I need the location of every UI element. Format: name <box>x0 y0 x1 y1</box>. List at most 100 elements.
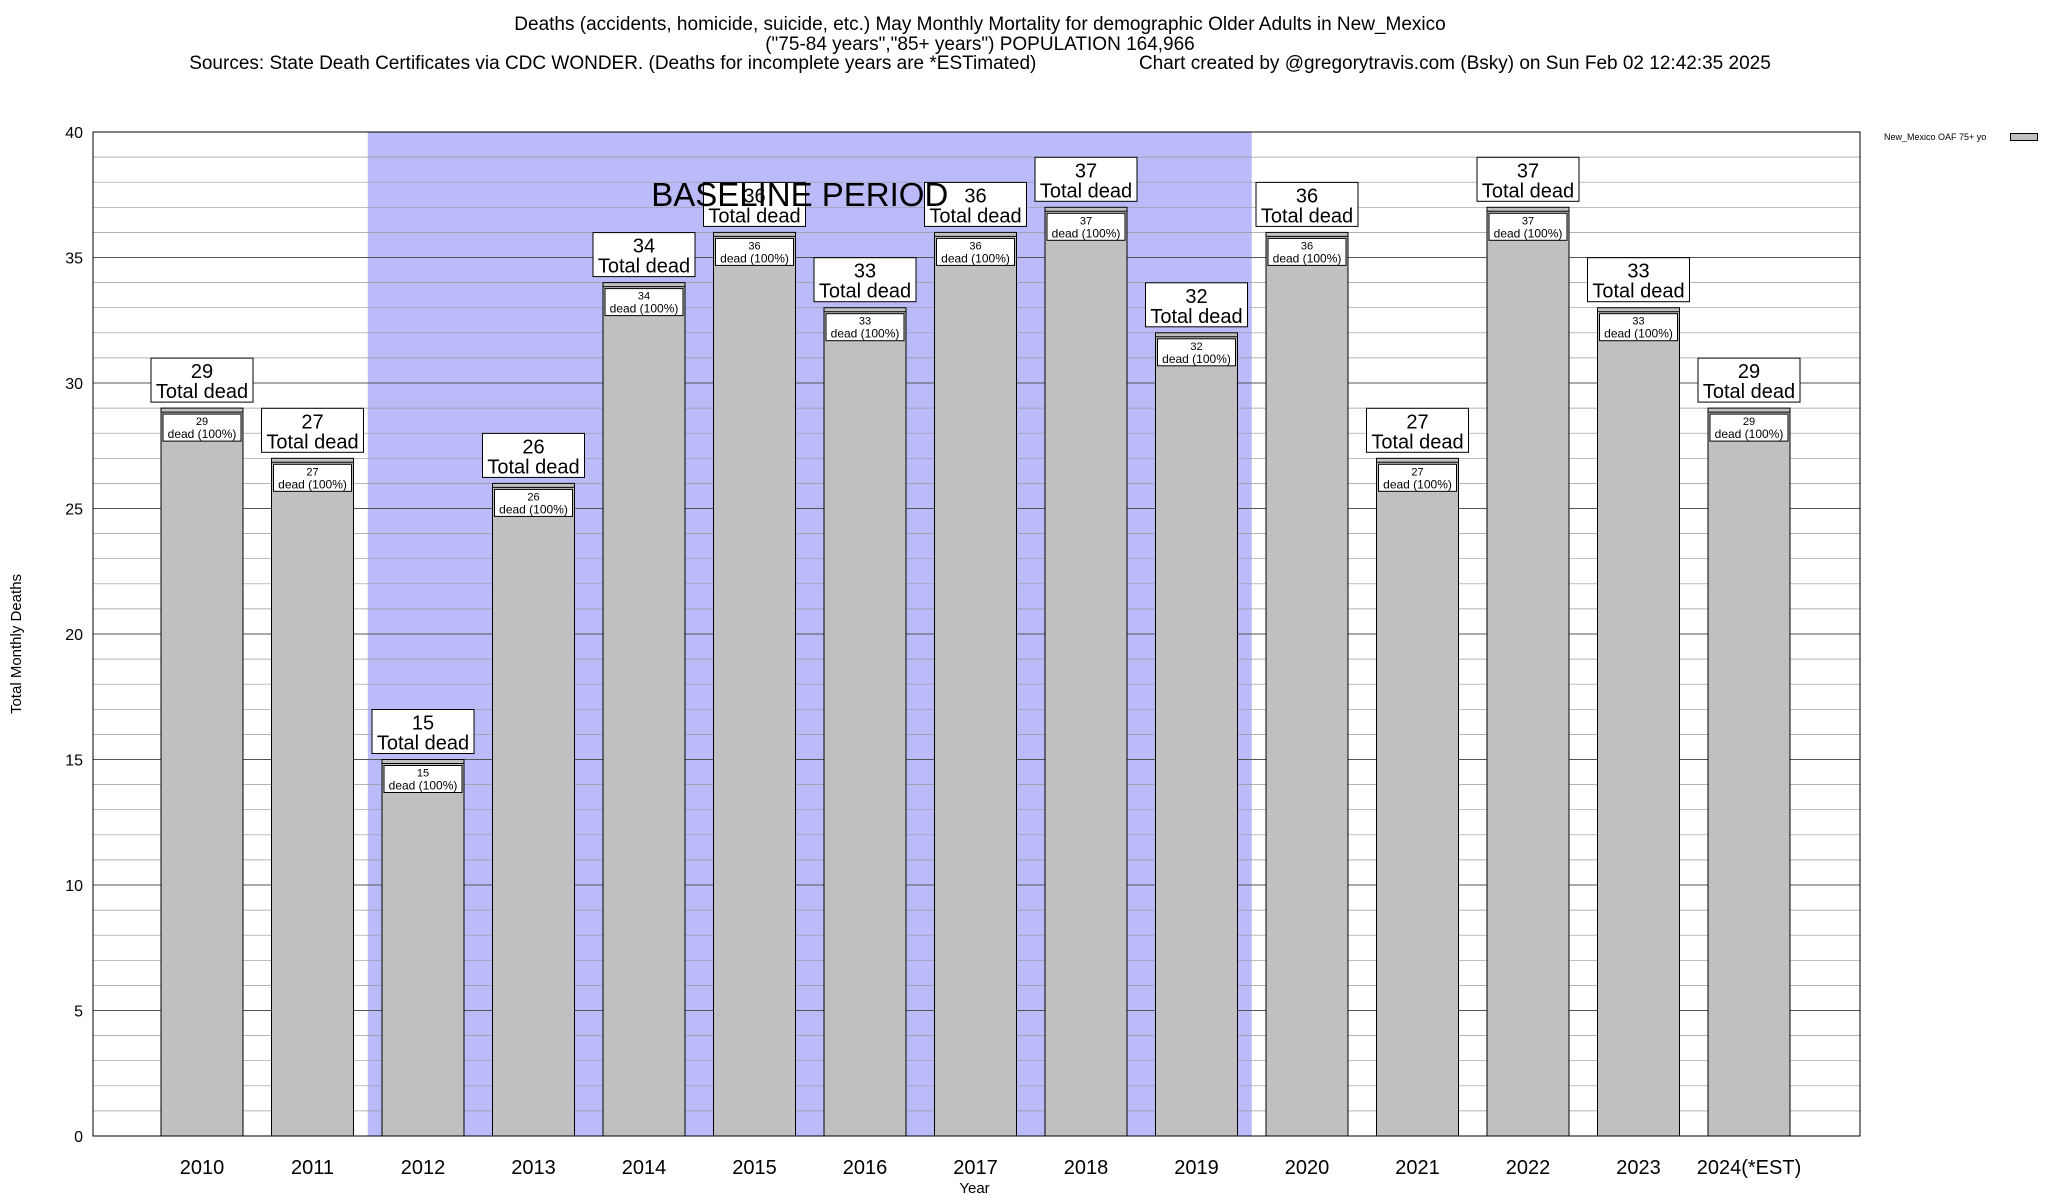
inner-label-box <box>1709 413 1789 442</box>
inner-label-box <box>1046 212 1126 241</box>
top-value-label: 36 <box>1296 185 1318 207</box>
top-value-label: 32 <box>1185 286 1207 308</box>
top-value-label: 36 <box>743 185 765 207</box>
x-tick-label: 2012 <box>401 1157 446 1179</box>
top-total-label: Total dead <box>819 281 911 303</box>
inner-percent-label: dead (100%) <box>941 251 1010 265</box>
inner-percent-label: dead (100%) <box>610 302 679 316</box>
x-tick-label: 2023 <box>1616 1157 1661 1179</box>
y-tick-label: 0 <box>74 1129 83 1146</box>
inner-value-label: 15 <box>417 768 429 780</box>
top-label-box <box>482 432 585 478</box>
inner-percent-label: dead (100%) <box>1494 226 1563 240</box>
inner-label-box <box>936 237 1015 266</box>
top-value-label: 33 <box>854 261 876 283</box>
top-total-label: Total dead <box>929 205 1021 227</box>
bar <box>1597 307 1680 1137</box>
inner-label-box <box>494 488 573 517</box>
inner-percent-label: dead (100%) <box>1052 226 1121 240</box>
x-tick-label: 2016 <box>843 1157 888 1179</box>
x-tick-label: 2021 <box>1395 1157 1440 1179</box>
top-value-label: 37 <box>1075 160 1097 182</box>
top-label-box <box>813 257 917 303</box>
inner-percent-label: dead (100%) <box>1383 477 1452 491</box>
bar <box>934 231 1017 1137</box>
bar <box>1044 206 1128 1137</box>
legend-label: New_Mexico OAF 75+ yo <box>1884 132 1987 142</box>
bar <box>271 457 354 1137</box>
top-label-box <box>1255 181 1359 227</box>
inner-label-box <box>383 765 463 793</box>
inner-label-box <box>1157 338 1236 367</box>
x-tick-label: 2018 <box>1064 1157 1109 1179</box>
top-total-label: Total dead <box>377 733 469 755</box>
bar <box>492 482 575 1137</box>
x-tick-label: 2024(*EST) <box>1697 1157 1802 1179</box>
y-tick-label: 40 <box>65 125 83 142</box>
inner-value-label: 27 <box>306 466 318 478</box>
inner-label-box <box>273 463 352 492</box>
top-value-label: 29 <box>191 361 213 383</box>
y-tick-label: 20 <box>65 627 83 644</box>
bar <box>713 231 796 1137</box>
x-tick-label: 2015 <box>732 1157 777 1179</box>
top-total-label: Total dead <box>1592 281 1684 303</box>
inner-percent-label: dead (100%) <box>1715 427 1784 441</box>
inner-value-label: 34 <box>638 291 650 303</box>
bar <box>602 282 686 1137</box>
top-label-box <box>1034 156 1138 202</box>
top-value-label: 34 <box>633 236 655 258</box>
inner-value-label: 36 <box>748 240 760 252</box>
top-label-box <box>1476 156 1580 202</box>
top-label-box <box>1145 282 1248 328</box>
bar <box>1265 231 1349 1137</box>
top-total-label: Total dead <box>266 431 358 453</box>
inner-value-label: 33 <box>859 316 871 328</box>
top-value-label: 26 <box>522 436 544 458</box>
y-axis-label: Total Monthly Deaths <box>8 574 25 714</box>
inner-percent-label: dead (100%) <box>1604 327 1673 341</box>
chart-title: Deaths (accidents, homicide, suicide, et… <box>514 14 1446 35</box>
legend: New_Mexico OAF 75+ yo <box>1884 132 2038 142</box>
top-value-label: 27 <box>301 411 323 433</box>
top-value-label: 36 <box>964 185 986 207</box>
inner-label-box <box>1488 212 1568 241</box>
x-tick-label: 2011 <box>291 1157 334 1179</box>
baseline-label: BASELINE PERIOD <box>651 176 948 213</box>
inner-label-box <box>162 413 242 442</box>
inner-value-label: 32 <box>1190 341 1202 353</box>
top-label-box <box>703 181 806 227</box>
inner-value-label: 36 <box>1301 240 1313 252</box>
sources-text: Sources: State Death Certificates via CD… <box>189 53 1037 74</box>
top-label-box <box>150 357 254 403</box>
top-total-label: Total dead <box>487 456 579 478</box>
inner-label-box <box>1267 237 1347 266</box>
y-tick-label: 35 <box>65 251 83 268</box>
inner-label-box <box>825 313 905 342</box>
inner-percent-label: dead (100%) <box>831 327 900 341</box>
top-label-box <box>371 709 475 754</box>
chart-subtitle: ("75-84 years","85+ years") POPULATION 1… <box>765 34 1195 55</box>
credit-text: Chart created by @gregorytravis.com (Bsk… <box>1138 53 1771 74</box>
inner-value-label: 36 <box>969 240 981 252</box>
top-total-label: Total dead <box>1150 306 1242 328</box>
x-tick-label: 2017 <box>953 1157 998 1179</box>
x-tick-label: 2014 <box>622 1157 667 1179</box>
top-total-label: Total dead <box>1482 180 1574 202</box>
bar <box>1376 457 1459 1137</box>
y-tick-label: 30 <box>65 376 83 393</box>
x-tick-label: 2022 <box>1506 1157 1551 1179</box>
top-value-label: 15 <box>412 713 434 735</box>
inner-percent-label: dead (100%) <box>168 427 237 441</box>
inner-percent-label: dead (100%) <box>278 477 347 491</box>
legend-swatch <box>2010 133 2038 141</box>
top-total-label: Total dead <box>708 205 800 227</box>
top-label-box <box>592 232 696 278</box>
top-value-label: 29 <box>1738 361 1760 383</box>
top-total-label: Total dead <box>156 381 248 403</box>
inner-label-box <box>1599 313 1678 342</box>
top-total-label: Total dead <box>1261 205 1353 227</box>
top-total-label: Total dead <box>1040 180 1132 202</box>
x-tick-label: 2013 <box>511 1157 556 1179</box>
